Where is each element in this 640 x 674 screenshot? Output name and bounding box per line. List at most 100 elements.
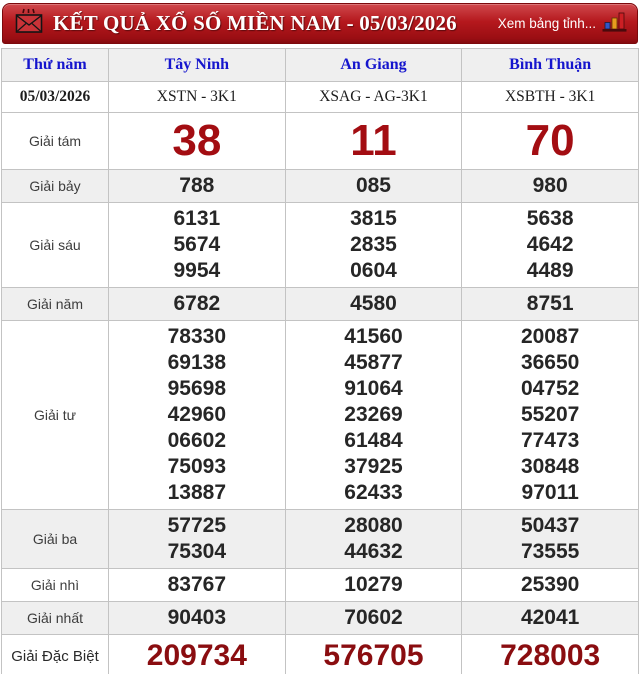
result-cell: 38 (108, 112, 286, 170)
prize-row: Giải ba 57725 75304 28080 44632 50437 73555 (1, 509, 639, 569)
result-cell: 20087 36650 04752 55207 77473 30848 97011 (461, 320, 639, 510)
result-cell: 41560 45877 91064 23269 61484 37925 62433 (284, 320, 463, 510)
prize-label: Giải ba (1, 509, 109, 569)
result-cell: 83767 (108, 568, 286, 602)
results-body: Giải tám 38 11 70 Giải bảy 788 085 980 Giải sáu 6… (1, 112, 639, 674)
result-number: 23269 (344, 403, 403, 426)
result-number: 9954 (173, 259, 221, 282)
bar-chart-icon (602, 12, 627, 36)
result-cell: 90403 (108, 601, 286, 635)
result-number: 6131 (173, 207, 221, 230)
result-number: 36650 (520, 351, 580, 374)
result-number: 55207 (520, 403, 580, 426)
result-number: 38 (172, 116, 222, 165)
column-header-an-giang[interactable]: An Giang (284, 48, 463, 82)
result-cell: 11 (284, 112, 463, 170)
result-number: 28080 (344, 514, 403, 537)
result-number: 04752 (520, 377, 580, 400)
draw-code-an-giang: XSAG - AG-3K1 (284, 81, 463, 113)
column-header-binh-thuan[interactable]: Bình Thuận (461, 48, 639, 82)
prize-label: Giải tám (1, 112, 109, 170)
result-number: 42041 (520, 606, 580, 629)
result-number: 83767 (167, 573, 227, 596)
result-cell: 50437 73555 (461, 509, 639, 569)
column-header-tay-ninh[interactable]: Tây Ninh (108, 48, 286, 82)
column-header-day[interactable]: Thứ năm (1, 48, 109, 82)
draw-code-binh-thuan: XSBTH - 3K1 (461, 81, 639, 113)
result-number: 788 (179, 174, 215, 197)
result-number: 5638 (526, 207, 574, 230)
prize-row: Giải nhì 83767 10279 25390 (1, 568, 639, 602)
result-number: 44632 (344, 540, 403, 563)
result-number: 13887 (167, 481, 227, 504)
result-number: 70602 (344, 606, 403, 629)
prize-label: Giải sáu (1, 202, 109, 288)
page-title: KẾT QUẢ XỔ SỐ MIỀN NAM - 05/03/2026 (53, 11, 457, 35)
result-cell: 4580 (284, 287, 463, 321)
result-number: 91064 (344, 377, 403, 400)
result-number: 73555 (520, 540, 580, 563)
result-cell: 78330 69138 95698 42960 06602 75093 13887 (108, 320, 286, 510)
prize-row: Giải tám 38 11 70 (1, 112, 639, 170)
result-cell: 25390 (461, 568, 639, 602)
result-number: 62433 (344, 481, 403, 504)
prize-row: Giải sáu 6131 5674 9954 3815 2835 0604 5638 4642… (1, 202, 639, 288)
result-number: 4489 (526, 259, 574, 282)
result-cell: 28080 44632 (284, 509, 463, 569)
result-cell: 209734 (108, 634, 286, 674)
prize-row: Giải bảy 788 085 980 (1, 169, 639, 203)
prize-row: Giải nhất 90403 70602 42041 (1, 601, 639, 635)
prize-label: Giải bảy (1, 169, 109, 203)
result-number: 25390 (520, 573, 580, 596)
prize-label: Giải nhất (1, 601, 109, 635)
prize-row: Giải Đặc Biệt 209734 576705 728003 (1, 634, 639, 674)
result-number: 57725 (167, 514, 227, 537)
result-cell: 5638 4642 4489 (461, 202, 639, 288)
result-cell: 57725 75304 (108, 509, 286, 569)
result-number: 2835 (350, 233, 397, 256)
result-number: 37925 (344, 455, 403, 478)
result-cell: 70 (461, 112, 639, 170)
prize-label: Giải nhì (1, 568, 109, 602)
result-number: 085 (355, 174, 391, 197)
result-number: 980 (532, 174, 568, 197)
result-cell: 576705 (284, 634, 463, 674)
result-number: 4580 (350, 292, 397, 315)
prize-label: Giải tư (1, 320, 109, 510)
result-number: 90403 (167, 606, 227, 629)
result-number: 06602 (167, 429, 227, 452)
result-cell: 42041 (461, 601, 639, 635)
result-number: 6782 (173, 292, 221, 315)
result-cell: 6782 (108, 287, 286, 321)
view-province-table-link[interactable]: Xem bảng tỉnh... (498, 12, 627, 36)
view-province-table-label: Xem bảng tỉnh... (497, 16, 596, 31)
result-number: 75304 (167, 540, 227, 563)
result-number: 0604 (350, 259, 397, 282)
result-cell: 3815 2835 0604 (284, 202, 463, 288)
result-number: 75093 (167, 455, 227, 478)
result-number: 10279 (344, 573, 403, 596)
result-cell: 70602 (284, 601, 463, 635)
result-number: 576705 (323, 639, 424, 672)
prize-label: Giải Đặc Biệt (1, 634, 109, 674)
prize-label: Giải năm (1, 287, 109, 321)
prize-row: Giải năm 6782 4580 8751 (1, 287, 639, 321)
result-cell: 085 (284, 169, 463, 203)
result-number: 50437 (520, 514, 580, 537)
draw-date: 05/03/2026 (1, 81, 109, 113)
result-number: 4642 (526, 233, 574, 256)
result-number: 209734 (146, 639, 247, 672)
result-number: 69138 (167, 351, 227, 374)
result-number: 728003 (500, 639, 601, 672)
result-cell: 8751 (461, 287, 639, 321)
draw-info-row: 05/03/2026 XSTN - 3K1 XSAG - AG-3K1 XSBT… (1, 81, 639, 113)
result-cell: 728003 (461, 634, 639, 674)
result-number: 97011 (521, 481, 579, 504)
result-number: 41560 (344, 325, 403, 348)
draw-code-tay-ninh: XSTN - 3K1 (108, 81, 286, 113)
result-number: 70 (525, 116, 575, 165)
result-number: 8751 (526, 292, 574, 315)
result-number: 42960 (167, 403, 227, 426)
result-number: 61484 (344, 429, 403, 452)
result-number: 77473 (520, 429, 580, 452)
